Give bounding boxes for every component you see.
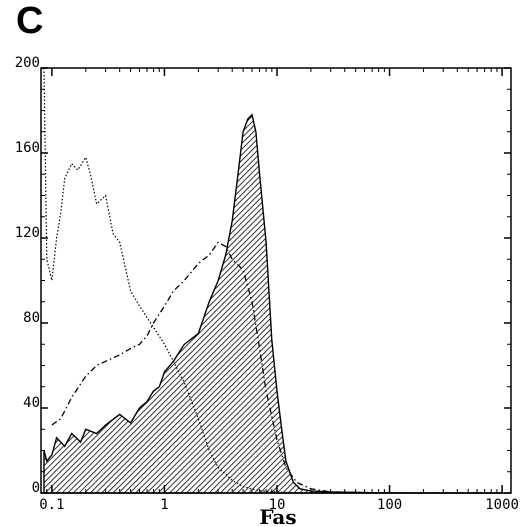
plot-area: [43, 67, 503, 494]
y-tick-label: 40: [23, 395, 40, 411]
x-tick-label: 1000: [485, 497, 519, 513]
series-shaded-histogram: [43, 113, 503, 494]
y-tick-label: 200: [15, 55, 40, 71]
panel-label: C: [16, 0, 44, 42]
y-tick-label: 0: [32, 480, 40, 496]
x-axis-title: Fas: [259, 505, 296, 527]
x-tick-label: 100: [377, 497, 402, 513]
axes: 0 40 80 120 160 200 0.1 1 10 100 1000: [15, 55, 519, 513]
series-dotted-histogram: [43, 67, 503, 494]
y-tick-label: 160: [15, 140, 40, 156]
y-tick-label: 80: [23, 310, 40, 326]
series-dash-dot-histogram: [51, 241, 503, 494]
x-tick-label: 1: [160, 497, 168, 513]
x-tick-label: 10: [269, 497, 286, 513]
x-tick-label: 0.1: [39, 497, 64, 513]
y-tick-label: 120: [15, 225, 40, 241]
